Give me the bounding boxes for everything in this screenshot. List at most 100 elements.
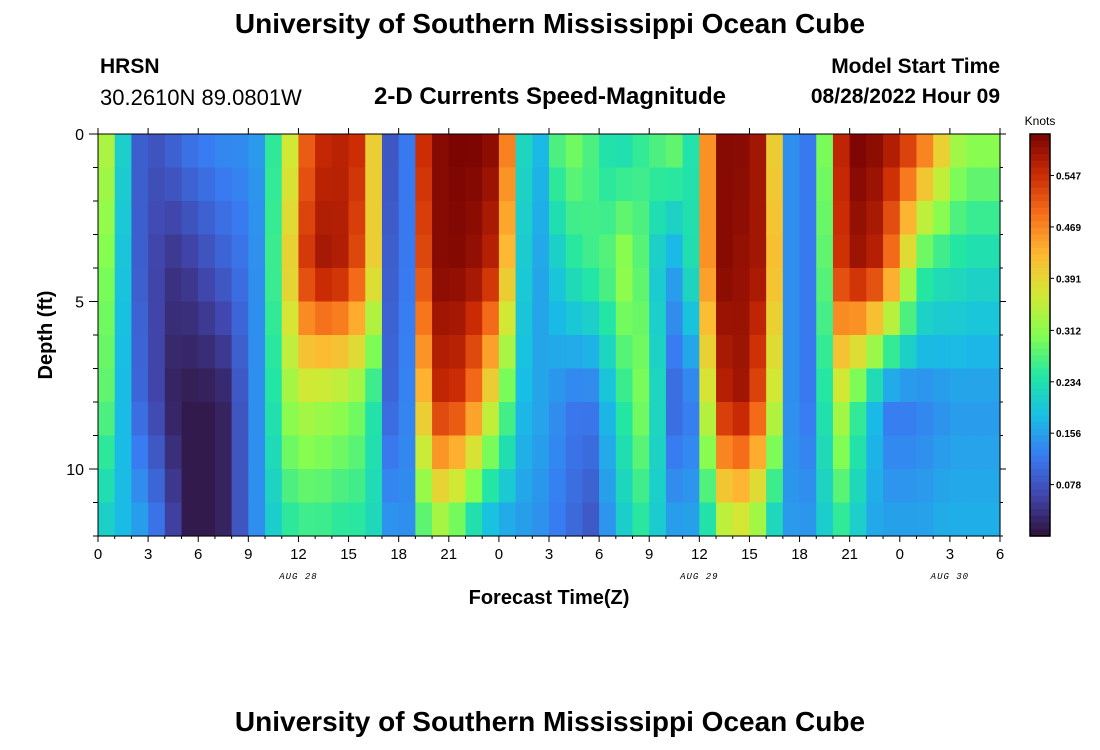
heatmap-cell [849, 167, 867, 202]
heatmap-cell [398, 335, 416, 370]
heatmap-cell [799, 234, 817, 269]
heatmap-cell [665, 435, 684, 470]
heatmap-cell [248, 201, 266, 236]
heatmap-cell [315, 402, 333, 437]
x-tick-label: 18 [390, 546, 407, 563]
colorbar-segment [1030, 308, 1050, 316]
colorbar-segment [1030, 355, 1050, 363]
heatmap-cell [766, 234, 784, 269]
colorbar-tick-label: 0.391 [1056, 274, 1081, 285]
heatmap-cell [181, 268, 199, 303]
heatmap-cell [381, 268, 400, 303]
x-tick-label: 15 [741, 546, 758, 563]
heatmap-cell [448, 234, 467, 269]
heatmap-cell [131, 502, 149, 537]
heatmap-cell [331, 335, 350, 370]
heatmap-cell [532, 201, 550, 236]
heatmap-cell [766, 268, 784, 303]
heatmap-cell [916, 402, 934, 437]
heatmap-cell [832, 502, 851, 537]
heatmap-cell [916, 268, 934, 303]
heatmap-cell [716, 234, 734, 269]
heatmap-cell [983, 469, 1001, 504]
heatmap-cell [649, 268, 667, 303]
heatmap-cell [214, 234, 233, 269]
heatmap-cell [799, 502, 817, 537]
heatmap-cell [298, 469, 316, 504]
colorbar-segment [1030, 207, 1050, 215]
heatmap-cell [832, 301, 851, 336]
station-coordinates: 30.2610N 89.0801W [100, 85, 302, 110]
heatmap-cell [214, 502, 233, 537]
heatmap-cell [532, 268, 550, 303]
heatmap-cell [983, 234, 1001, 269]
heatmap-cell [498, 368, 517, 403]
heatmap-cell [916, 234, 934, 269]
heatmap-cell [916, 335, 934, 370]
heatmap-cell [716, 368, 734, 403]
heatmap-cell [448, 134, 467, 169]
heatmap-cell [365, 268, 383, 303]
heatmap-cell [148, 402, 166, 437]
heatmap-cell [348, 469, 366, 504]
heatmap-cell [532, 301, 550, 336]
heatmap-cell [832, 335, 851, 370]
heatmap-cell [381, 234, 400, 269]
heatmap-cell [899, 268, 918, 303]
heatmap-cell [148, 268, 166, 303]
colorbar-segment [1030, 247, 1050, 256]
colorbar-segment [1030, 361, 1050, 370]
heatmap-cell [98, 402, 116, 437]
heatmap-cell [832, 268, 851, 303]
heatmap-cell [599, 134, 617, 169]
heatmap-cell [832, 234, 851, 269]
heatmap-cell [398, 502, 416, 537]
heatmap-cell [899, 502, 918, 537]
heatmap-cell [448, 502, 467, 537]
heatmap-cell [799, 335, 817, 370]
heatmap-cell [866, 301, 884, 336]
heatmap-cell [899, 335, 918, 370]
heatmap-cell [214, 167, 233, 202]
heatmap-cell [849, 201, 867, 236]
colorbar-segment [1030, 381, 1050, 390]
heatmap-cell [933, 435, 951, 470]
heatmap-cell [331, 234, 350, 269]
heatmap-cell [164, 134, 183, 169]
heatmap-cell [181, 469, 199, 504]
colorbar-segment [1030, 281, 1050, 289]
heatmap-cell [799, 435, 817, 470]
heatmap-cell [164, 268, 183, 303]
colorbar-segment [1030, 422, 1050, 430]
heatmap-cell [298, 402, 316, 437]
heatmap-cell [365, 335, 383, 370]
heatmap-cell [716, 268, 734, 303]
heatmap-cell [315, 167, 333, 202]
x-tick-label: 6 [194, 546, 202, 563]
heatmap-cell [248, 368, 266, 403]
heatmap-cell [164, 301, 183, 336]
heatmap-cell [148, 167, 166, 202]
heatmap-cell [899, 167, 918, 202]
heatmap-cell [749, 268, 767, 303]
heatmap-cell [448, 402, 467, 437]
heatmap-cell [381, 167, 400, 202]
heatmap-cell [799, 368, 817, 403]
heatmap-cell [465, 368, 483, 403]
colorbar-segment [1030, 274, 1050, 282]
heatmap-cell [281, 435, 300, 470]
heatmap-cell [298, 268, 316, 303]
heatmap-cell [98, 201, 116, 236]
heatmap-cell [415, 469, 433, 504]
colorbar-segment [1030, 509, 1050, 517]
heatmap-cell [348, 201, 366, 236]
colorbar-segment [1030, 448, 1050, 457]
colorbar-tick-label: 0.312 [1056, 326, 1081, 337]
heatmap-cell [181, 402, 199, 437]
colorbar-segment [1030, 214, 1050, 222]
heatmap-cell [365, 201, 383, 236]
heatmap-cell [465, 301, 483, 336]
colorbar-segment [1030, 415, 1050, 423]
heatmap-cell [716, 301, 734, 336]
heatmap-cell [749, 502, 767, 537]
